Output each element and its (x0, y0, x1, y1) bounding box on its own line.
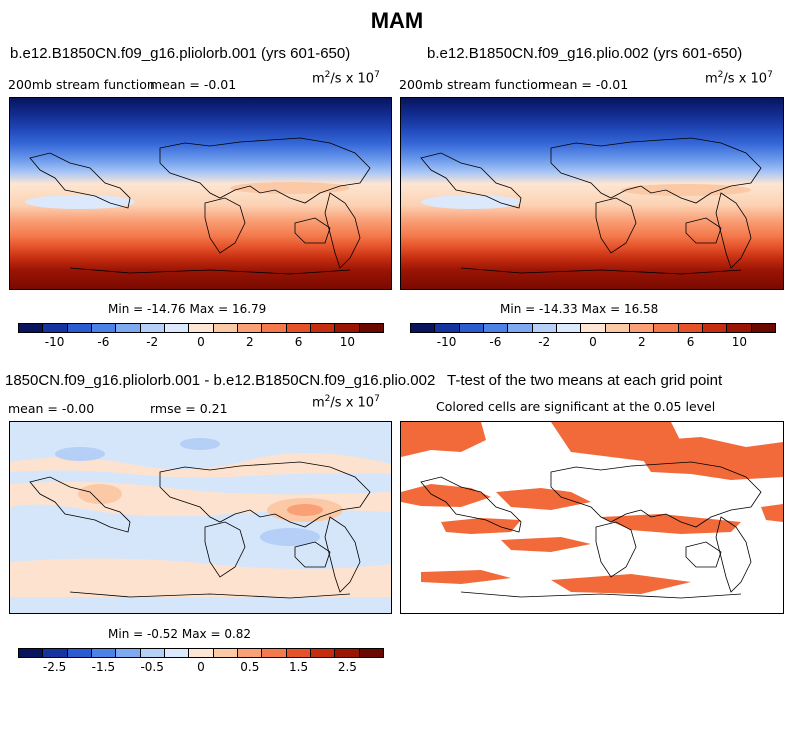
panel1-coastlines (29, 137, 371, 275)
panel3-minmax: Min = -0.52 Max = 0.82 (108, 627, 252, 641)
colorbar-swatch (359, 649, 383, 657)
colorbar-swatch (116, 649, 141, 657)
panel4-subtitle: Colored cells are significant at the 0.0… (436, 399, 716, 414)
colorbar-swatch (189, 324, 214, 332)
colorbar-swatch (213, 324, 238, 332)
panel4-map (400, 421, 784, 614)
colorbar-tick-label: -2.5 (42, 660, 67, 674)
colorbar-swatch (556, 324, 582, 332)
colorbar-swatch (237, 649, 263, 657)
bottom-colorbar (18, 648, 384, 658)
colorbar-swatch (751, 324, 775, 332)
panel2-title: b.e12.B1850CN.f09_g16.plio.002 (yrs 601-… (427, 45, 743, 62)
colorbar-tick-label: 6 (686, 335, 695, 349)
panel2-units: m2/s x 107 (705, 70, 773, 87)
colorbar-tick-label: -2 (538, 335, 551, 349)
colorbar-swatch (164, 324, 190, 332)
colorbar-swatch (43, 324, 68, 332)
panel4-significant-cells (401, 422, 783, 594)
colorbar-swatch (19, 324, 44, 332)
panel1-minmax: Min = -14.76 Max = 16.79 (108, 302, 267, 316)
colorbar-tick-label: 2 (245, 335, 254, 349)
colorbar-swatch (164, 649, 190, 657)
colorbar-swatch (286, 324, 311, 332)
colorbar-swatch (189, 649, 214, 657)
colorbar-swatch (67, 649, 92, 657)
panel3-rmse-label: rmse = 0.21 (150, 401, 228, 416)
panel2-map (400, 97, 784, 290)
colorbar-tick-label: 2.5 (337, 660, 357, 674)
colorbar-swatch (605, 324, 630, 332)
panel1-left-label: 200mb stream function (8, 77, 155, 92)
panel3-title: 1850CN.f09_g16.pliolorb.001 - b.e12.B185… (5, 372, 436, 389)
panel2-minmax: Min = -14.33 Max = 16.58 (500, 302, 659, 316)
colorbar-swatch (262, 649, 287, 657)
panel3-mean-label: mean = -0.00 (8, 401, 95, 416)
colorbar-swatch (310, 649, 336, 657)
colorbar-swatch (678, 324, 703, 332)
panel3-map (9, 421, 392, 614)
colorbar-swatch (435, 324, 460, 332)
colorbar-swatch (140, 649, 165, 657)
colorbar-swatch (91, 649, 117, 657)
colorbar-tick-label: -6 (489, 335, 502, 349)
figure-title: MAM (370, 8, 424, 33)
colorbar-swatch (459, 324, 484, 332)
colorbar-tick-label: 6 (294, 335, 303, 349)
top-left-colorbar (18, 323, 384, 333)
colorbar-swatch (43, 649, 68, 657)
colorbar-swatch (411, 324, 436, 332)
panel3-coastlines (29, 461, 371, 599)
colorbar-tick-label: 0 (589, 335, 597, 349)
panel2-mean-label: mean = -0.01 (542, 77, 629, 92)
panel1-map (9, 97, 392, 290)
colorbar-swatch (702, 324, 728, 332)
colorbar-swatch (67, 324, 92, 332)
colorbar-tick-label: 0.5 (240, 660, 260, 674)
panel1-mean-label: mean = -0.01 (150, 77, 237, 92)
colorbar-tick-label: 10 (339, 335, 356, 349)
colorbar-swatch (213, 649, 238, 657)
colorbar-tick-label: -6 (97, 335, 110, 349)
panel3-units: m2/s x 107 (312, 394, 380, 411)
panel2-coastlines (420, 137, 762, 275)
colorbar-swatch (91, 324, 117, 332)
colorbar-swatch (359, 324, 383, 332)
colorbar-tick-label: -2 (146, 335, 159, 349)
colorbar-tick-label: -1.5 (91, 660, 116, 674)
colorbar-swatch (19, 649, 44, 657)
colorbar-swatch (508, 324, 533, 332)
panel4-title: T-test of the two means at each grid poi… (447, 372, 723, 389)
colorbar-tick-label: -10 (44, 335, 65, 349)
panel2-left-label: 200mb stream function (399, 77, 546, 92)
colorbar-swatch (532, 324, 557, 332)
colorbar-swatch (237, 324, 263, 332)
top-right-colorbar (410, 323, 776, 333)
colorbar-swatch (654, 324, 679, 332)
colorbar-swatch (483, 324, 509, 332)
colorbar-swatch (335, 649, 360, 657)
colorbar-tick-label: 10 (731, 335, 748, 349)
colorbar-swatch (335, 324, 360, 332)
colorbar-swatch (116, 324, 141, 332)
panel1-title: b.e12.B1850CN.f09_g16.pliolorb.001 (yrs … (10, 45, 351, 62)
panel4-coastlines (420, 461, 762, 599)
colorbar-tick-label: 2 (637, 335, 646, 349)
panel1-units: m2/s x 107 (312, 70, 380, 87)
colorbar-swatch (581, 324, 606, 332)
colorbar-tick-label: 1.5 (289, 660, 309, 674)
colorbar-tick-label: 0 (197, 660, 205, 674)
colorbar-tick-label: 0 (197, 335, 205, 349)
colorbar-swatch (286, 649, 311, 657)
colorbar-swatch (629, 324, 655, 332)
colorbar-tick-label: -0.5 (140, 660, 164, 674)
colorbar-tick-label: -10 (436, 335, 457, 349)
colorbar-swatch (262, 324, 287, 332)
colorbar-swatch (140, 324, 165, 332)
colorbar-swatch (727, 324, 752, 332)
colorbar-swatch (310, 324, 336, 332)
